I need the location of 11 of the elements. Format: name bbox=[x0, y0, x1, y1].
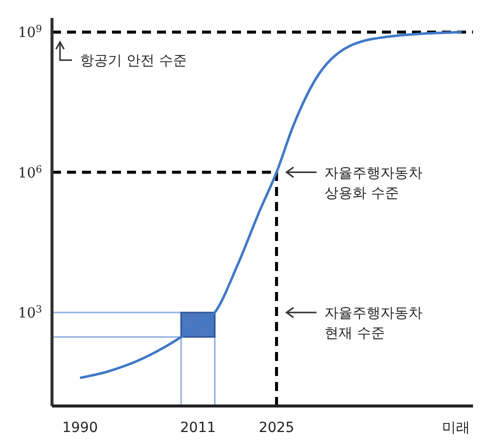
y-tick-label: 10$^{6}$ bbox=[18, 164, 42, 182]
annotation: 자율주행자동차 상용화 수준 bbox=[324, 165, 423, 202]
y-tick-label: 10$^{9}$ bbox=[18, 24, 42, 42]
x-tick-label: 1990 bbox=[62, 420, 98, 436]
x-tick-label: 2025 bbox=[258, 420, 294, 436]
y-tick-label: 10$^{3}$ bbox=[18, 304, 42, 322]
x-tick-label: 2011 bbox=[180, 420, 216, 436]
annotation: 항공기 안전 수준 bbox=[80, 53, 187, 70]
annotation: 자율주행자동차 현재 수준 bbox=[324, 306, 423, 342]
x-tick-label: 미래 bbox=[442, 420, 470, 436]
line-series bbox=[78, 30, 464, 380]
